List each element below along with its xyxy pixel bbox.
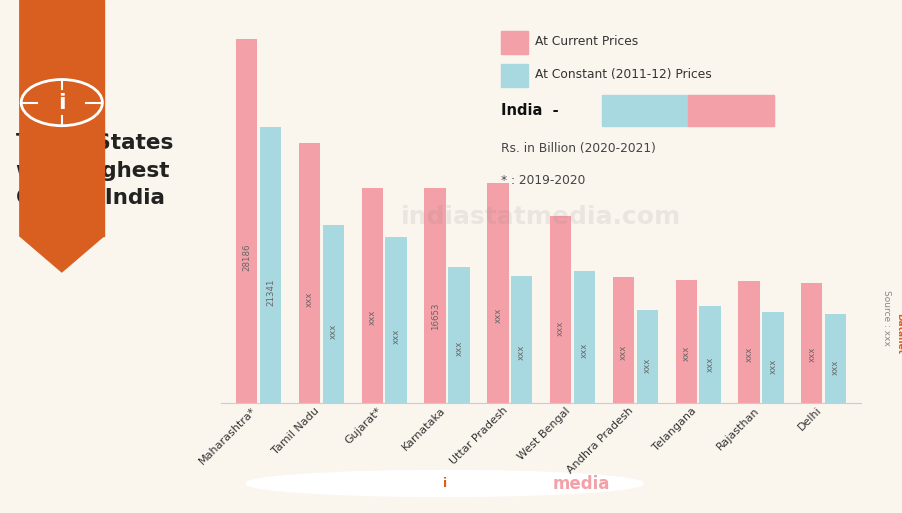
Bar (323, 225, 344, 403)
Bar (385, 238, 407, 403)
Bar (637, 310, 658, 403)
Text: xxx: xxx (807, 347, 816, 362)
Text: xxx: xxx (517, 344, 526, 360)
Text: xxx: xxx (744, 346, 753, 362)
Bar (550, 215, 571, 403)
Text: xxx: xxx (493, 307, 502, 323)
Text: At Current Prices: At Current Prices (535, 34, 638, 48)
Text: xxx: xxx (305, 291, 314, 307)
Text: xxx: xxx (329, 324, 338, 339)
Bar (511, 276, 532, 403)
Text: xxx: xxx (682, 346, 691, 361)
Text: Datanet: Datanet (895, 313, 902, 354)
Bar (699, 306, 721, 403)
Text: India  -: India - (501, 103, 558, 118)
Bar (574, 271, 595, 403)
Circle shape (246, 470, 643, 497)
Text: media: media (553, 475, 611, 492)
Bar (299, 144, 320, 403)
Text: i: i (443, 477, 446, 490)
Bar (487, 183, 509, 403)
Text: Rs. in Billion (2020-2021): Rs. in Billion (2020-2021) (501, 142, 656, 155)
Text: At Constant (2011-12) Prices: At Constant (2011-12) Prices (535, 68, 712, 81)
Bar (825, 313, 846, 403)
Text: Source : xxx: Source : xxx (882, 290, 891, 346)
Text: xxx: xxx (619, 345, 628, 360)
Bar (236, 39, 257, 403)
Text: xxx: xxx (643, 358, 652, 373)
Bar (260, 127, 281, 403)
Bar (739, 281, 759, 403)
Text: 16653: 16653 (430, 303, 439, 330)
Bar (762, 312, 784, 403)
Bar (801, 283, 823, 403)
Text: xxx: xxx (368, 309, 377, 325)
Text: xxx: xxx (557, 320, 566, 336)
Text: xxx: xxx (580, 342, 589, 358)
Text: * : 2019-2020: * : 2019-2020 (501, 174, 585, 187)
Text: xxx: xxx (391, 329, 400, 344)
Bar (612, 278, 634, 403)
Text: xxx: xxx (831, 360, 840, 375)
Text: 28186: 28186 (243, 243, 252, 271)
Text: 21341: 21341 (266, 279, 275, 306)
Bar (448, 267, 470, 403)
Text: i: i (58, 93, 66, 112)
Text: xxx: xxx (455, 341, 464, 356)
Text: indiastat: indiastat (465, 475, 548, 492)
Text: xxx: xxx (769, 359, 778, 374)
Text: 197457: 197457 (615, 103, 674, 117)
Bar (425, 188, 446, 403)
Text: xxx: xxx (705, 357, 714, 371)
Text: 135127: 135127 (702, 103, 760, 117)
Text: Top10 States
with Highest
GDP in India: Top10 States with Highest GDP in India (16, 133, 173, 208)
Text: indiastatmedia.com: indiastatmedia.com (401, 205, 681, 229)
Bar (362, 188, 383, 403)
Bar (676, 280, 697, 403)
